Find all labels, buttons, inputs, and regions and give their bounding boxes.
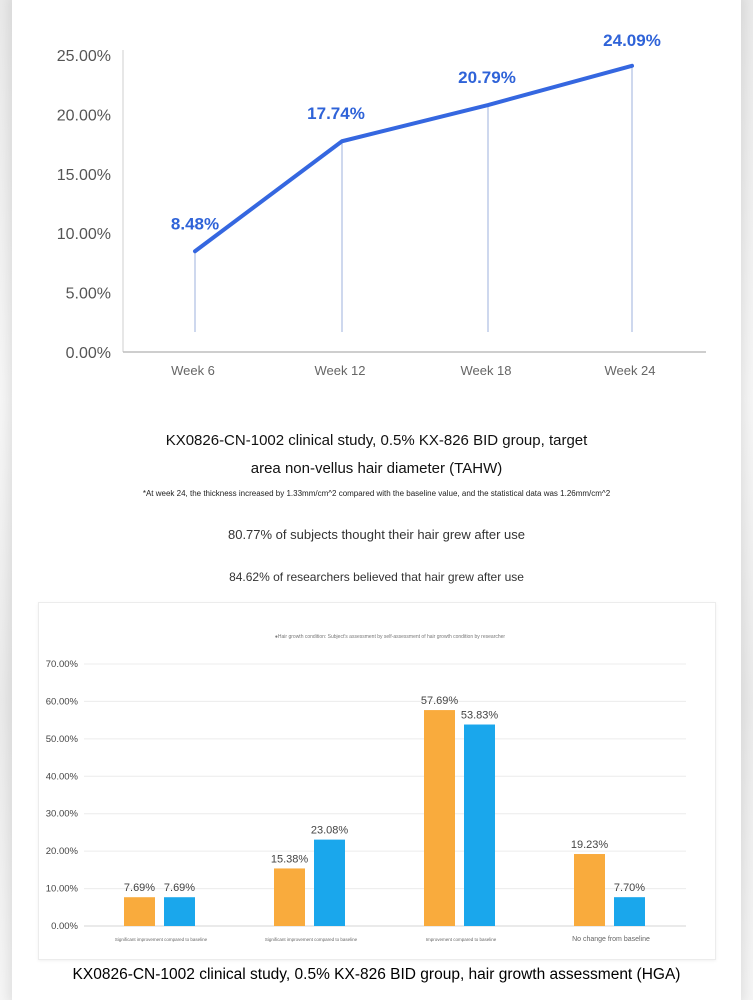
orange-bar [274,868,305,926]
data-label: 8.48% [171,214,219,233]
y-tick-label: 40.00% [46,771,79,782]
y-tick-label: 0.00% [51,921,78,932]
y-tick-label: 60.00% [46,696,79,707]
bar-value-label: 23.08% [311,825,349,837]
x-tick-label: Week 12 [314,363,365,378]
bar-value-label: 7.69% [124,882,155,894]
y-tick-label: 20.00% [46,846,79,857]
hga-chart-caption: KX0826-CN-1002 clinical study, 0.5% KX-8… [72,966,681,983]
x-tick-label: Week 24 [604,363,655,378]
blue-bar [164,897,195,926]
x-category-label: Improvement compared to baseline [426,937,497,942]
week24-footnote: *At week 24, the thickness increased by … [142,489,611,498]
y-tick-label: 0.00% [66,345,111,362]
orange-bar [424,710,455,926]
subjects-statistic: 80.77% of subjects thought their hair gr… [227,527,525,542]
bar-value-label: 53.83% [461,710,499,722]
x-category-label: No change from baseline [572,936,650,943]
tahw-chart-caption: KX0826-CN-1002 clinical study, 0.5% KX-8… [0,427,753,483]
hga-chart-title: ●Hair growth condition: Subject's assess… [275,634,506,640]
tahw-series-line [193,63,634,254]
y-tick-label: 30.00% [46,809,79,820]
blue-bar [614,897,645,926]
data-label: 24.09% [603,31,661,50]
bar-value-label: 7.69% [164,882,195,894]
bar-value-label: 57.69% [421,695,459,707]
data-label: 17.74% [307,104,365,123]
x-tick-label: Week 18 [460,363,511,378]
y-tick-label: 70.00% [46,659,79,670]
blue-bar [314,839,345,926]
orange-bar [124,897,155,926]
bar-value-label: 19.23% [571,839,609,851]
orange-bar [574,854,605,926]
researchers-statistic: 84.62% of researchers believed that hair… [229,570,524,584]
bar-value-label: 7.70% [614,882,645,894]
hga-bar-chart: ●Hair growth condition: Subject's assess… [46,634,686,943]
y-tick-label: 20.00% [57,107,111,124]
bar-value-label: 15.38% [271,853,309,865]
tahw-caption-line-2: area non-vellus hair diameter (TAHW) [250,460,503,477]
y-tick-label: 10.00% [46,884,79,895]
y-tick-label: 10.00% [57,226,111,243]
data-label: 20.79% [458,68,516,87]
y-tick-label: 5.00% [66,286,111,303]
right-edge-shadow [741,0,753,1000]
left-edge-shadow [0,0,12,1000]
x-tick-label: Week 6 [171,363,215,378]
y-tick-label: 15.00% [57,167,111,184]
y-tick-label: 25.00% [57,48,111,65]
y-tick-label: 50.00% [46,734,79,745]
blue-bar [464,724,495,926]
x-category-label: Significant improvement compared to base… [115,937,208,942]
tahw-line-chart: 0.00% 5.00% 10.00% 15.00% 20.00% 25.00% Week 6… [57,31,706,378]
tahw-caption-line-1: KX0826-CN-1002 clinical study, 0.5% KX-8… [165,432,588,449]
x-category-label: Significant improvement compared to base… [265,937,358,942]
